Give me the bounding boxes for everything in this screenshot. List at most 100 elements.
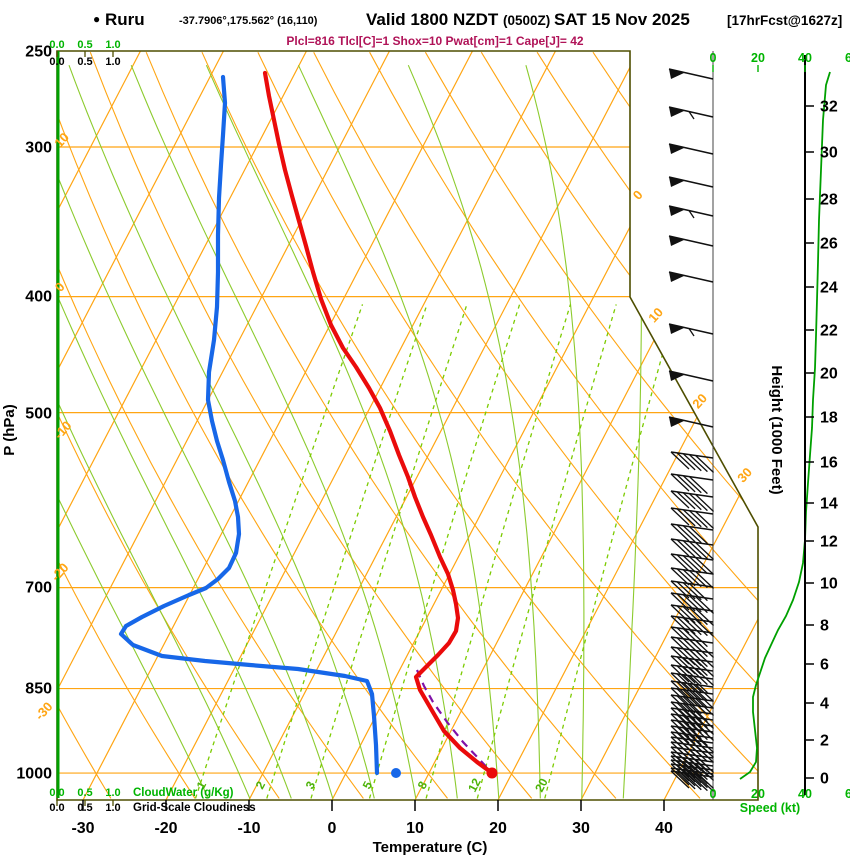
station-coordinates: -37.7906°,175.562° (16,110) <box>179 15 318 27</box>
barb-feather <box>695 659 715 677</box>
surface-dewpoint-marker <box>391 768 401 778</box>
height-tick-label: 32 <box>820 99 838 116</box>
isotherm-label: 10 <box>645 305 666 326</box>
height-tick-label: 26 <box>820 236 838 253</box>
wind-speed-profile-line <box>739 71 831 780</box>
speed-tick-label: 20 <box>751 51 765 65</box>
barb-feather <box>682 475 702 494</box>
temp-tick-label: 0 <box>328 820 337 837</box>
mixing-ratio-line <box>476 304 617 799</box>
mixing-ratio-line <box>194 304 364 799</box>
barb-feather <box>695 650 715 668</box>
barb-feather <box>676 508 696 527</box>
barb-feather <box>688 454 708 473</box>
barb-feather <box>695 494 715 512</box>
barb-feather <box>670 604 690 623</box>
dry-adiabat-line <box>57 52 364 799</box>
dry-adiabat-line <box>201 51 701 799</box>
isotherm-line <box>57 51 142 800</box>
barb-feather <box>670 615 690 634</box>
dry-adiabat-line <box>57 52 112 799</box>
valid-time-utc: (0500Z) <box>503 13 555 28</box>
isotherm-line <box>165 51 557 800</box>
dry-adiabat-line <box>89 52 533 799</box>
barb-feather <box>676 616 696 635</box>
barb-feather <box>676 452 696 471</box>
height-tick-label: 18 <box>820 410 838 427</box>
barb-feather <box>688 629 708 648</box>
barb-feather <box>688 210 695 219</box>
moist-adiabat-line <box>57 65 334 799</box>
dry-adiabat-label: 0 <box>52 279 68 294</box>
cloudwater-scale-label: 0.5 <box>77 787 92 799</box>
temp-tick-label: 10 <box>406 820 424 837</box>
isotherm-line <box>663 51 758 800</box>
pressure-tick-label: 300 <box>25 140 52 157</box>
barb-pennant <box>669 144 685 154</box>
dry-adiabat-line <box>257 51 758 799</box>
speed-tick-label: 40 <box>798 787 812 801</box>
barb-feather <box>676 474 696 493</box>
cloudwater-scale-label: 0.0 <box>49 39 64 51</box>
barb-feather <box>695 668 715 686</box>
mixing-ratio-line <box>544 304 678 799</box>
pressure-axis-title: P (hPa) <box>1 404 18 455</box>
temp-tick-label: 40 <box>655 820 673 837</box>
barb-feather <box>688 675 708 694</box>
cloudiness-scale-label: 1.0 <box>105 56 120 68</box>
barb-feather <box>695 511 715 529</box>
barb-feather <box>688 607 708 626</box>
moist-adiabat-line <box>297 64 500 799</box>
barb-feather <box>695 608 715 626</box>
barb-feather <box>688 649 708 668</box>
barb-feather <box>682 617 702 636</box>
station-title: ● Ruru <box>93 10 145 30</box>
barb-feather <box>695 455 715 473</box>
cloudiness-scale-label: 0.5 <box>77 802 92 814</box>
temp-tick-label: 30 <box>572 820 590 837</box>
height-tick-label: 12 <box>820 534 838 551</box>
barb-feather <box>682 540 702 559</box>
barb-feather <box>688 570 708 589</box>
speed-tick-label: 60 <box>845 51 850 65</box>
dry-adiabat-label: -10 <box>51 418 75 442</box>
moist-adiabat-line <box>57 65 251 799</box>
surface-temperature-marker <box>486 767 498 779</box>
barb-feather <box>670 759 690 778</box>
barb-feather <box>670 473 690 492</box>
cloudiness-scale-label: 0.5 <box>77 56 92 68</box>
barb-feather <box>688 667 708 686</box>
barb-feather <box>670 567 690 586</box>
speed-tick-label: 40 <box>798 51 812 65</box>
height-tick-label: 30 <box>820 145 838 162</box>
mixing-ratio-label: 20 <box>532 776 551 795</box>
valid-date: SAT 15 Nov 2025 <box>554 10 690 29</box>
barb-feather <box>695 745 715 763</box>
barb-feather <box>688 728 708 747</box>
moist-adiabat-line <box>130 64 417 799</box>
barb-feather <box>688 526 708 545</box>
cloudiness-scale-label: 0.0 <box>49 56 64 68</box>
barb-feather <box>682 761 702 780</box>
height-axis-title: Height (1000 Feet) <box>768 365 785 494</box>
barb-pennant <box>669 69 685 79</box>
barb-feather <box>682 727 702 746</box>
temp-tick-label: -30 <box>71 820 94 837</box>
pressure-tick-label: 700 <box>25 580 52 597</box>
barb-feather <box>670 770 690 789</box>
height-tick-label: 16 <box>820 455 838 472</box>
barb-pennant <box>669 206 685 216</box>
height-tick-label: 6 <box>820 657 829 674</box>
valid-time: Valid 1800 NZDT (0500Z) SAT 15 Nov 2025 <box>366 10 690 30</box>
barb-pennant <box>669 371 685 381</box>
barb-pennant <box>669 324 685 334</box>
dry-adiabat-line <box>57 52 196 799</box>
barb-feather <box>682 674 702 693</box>
height-tick-label: 4 <box>820 696 829 713</box>
pressure-tick-label: 250 <box>25 44 52 61</box>
barb-feather <box>676 524 696 543</box>
moist-adiabat-line <box>205 64 458 799</box>
barb-feather <box>688 541 708 560</box>
stability-indices: Plcl=816 Tlcl[C]=1 Shox=10 Pwat[cm]=1 Ca… <box>286 34 584 48</box>
